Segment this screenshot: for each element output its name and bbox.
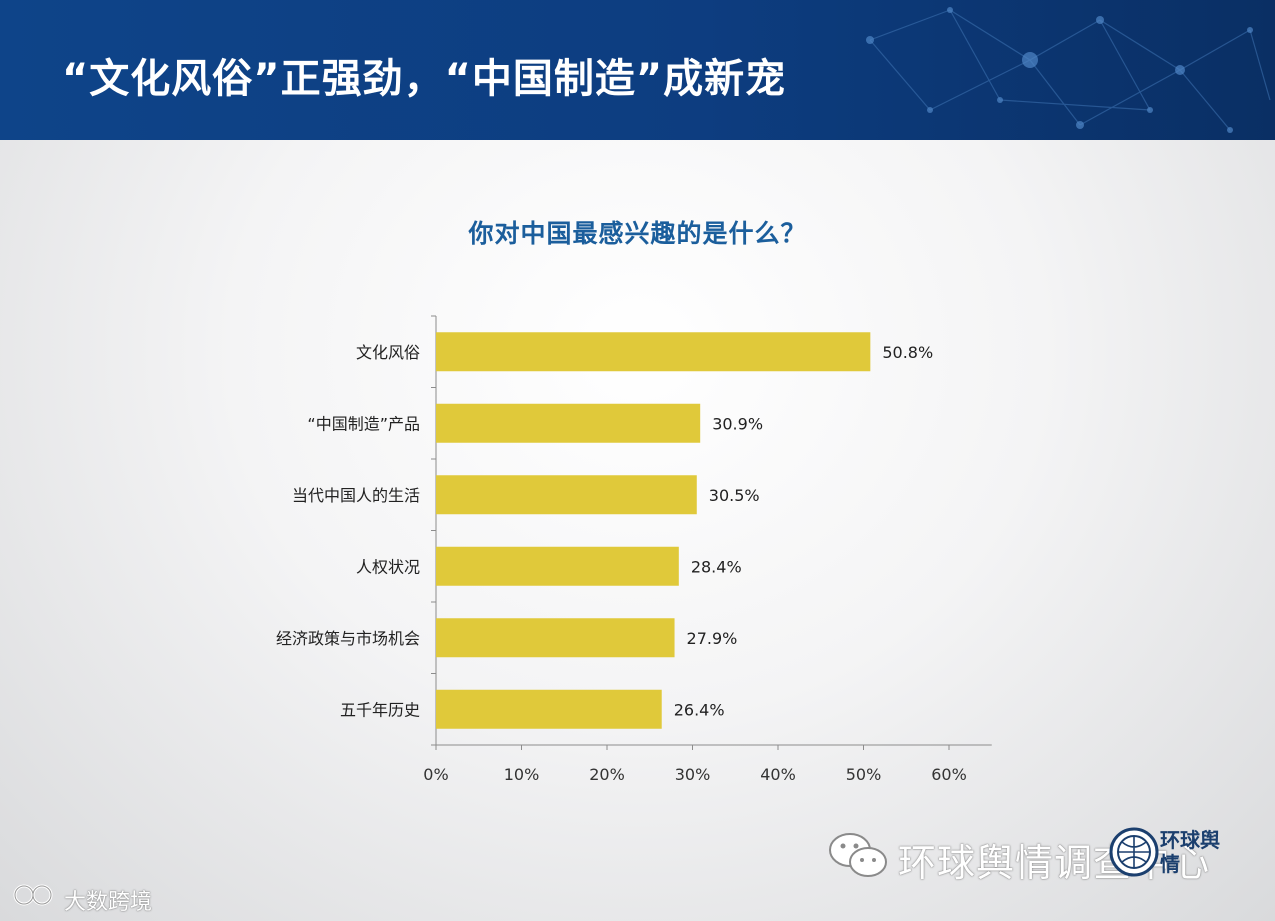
category-label: 人权状况: [356, 557, 420, 576]
data-label: 30.9%: [712, 414, 763, 433]
bar: [436, 546, 679, 586]
header-banner: “文化风俗”正强劲，“中国制造”成新宠: [0, 0, 1275, 140]
page-title: “文化风俗”正强劲，“中国制造”成新宠: [62, 56, 787, 102]
watermark-left: 大数跨境: [64, 890, 153, 915]
bar: [436, 618, 675, 658]
bar: [436, 332, 871, 372]
chart-title: 你对中国最感兴趣的是什么？: [468, 219, 807, 248]
wechat-icon: [829, 833, 887, 877]
logo-seal-icon: [1109, 827, 1159, 877]
network-decoration: [866, 7, 1271, 133]
x-tick-label: 60%: [931, 765, 967, 784]
data-label: 28.4%: [691, 557, 742, 576]
category-label: 五千年历史: [340, 700, 420, 719]
x-tick-label: 40%: [760, 765, 796, 784]
category-label: 经济政策与市场机会: [276, 629, 420, 648]
data-label: 50.8%: [882, 343, 933, 362]
logo-text: 环球舆情: [1160, 828, 1220, 876]
category-label: 当代中国人的生活: [292, 486, 420, 505]
brand-icon: [13, 884, 53, 906]
x-tick-label: 0%: [423, 765, 448, 784]
x-tick-label: 20%: [589, 765, 625, 784]
data-label: 30.5%: [709, 486, 760, 505]
x-tick-label: 10%: [504, 765, 540, 784]
category-label: 文化风俗: [356, 343, 420, 362]
x-tick-label: 30%: [675, 765, 711, 784]
x-tick-label: 50%: [846, 765, 882, 784]
bar: [436, 689, 662, 729]
data-label: 26.4%: [674, 700, 725, 719]
bar: [436, 403, 701, 443]
category-label: “中国制造”产品: [307, 414, 420, 433]
bar: [436, 475, 697, 515]
data-label: 27.9%: [687, 629, 738, 648]
